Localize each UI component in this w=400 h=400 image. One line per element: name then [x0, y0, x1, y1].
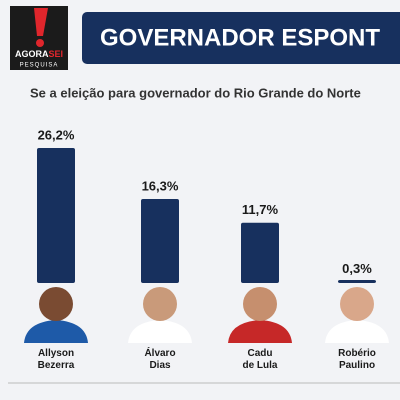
photo-head: [39, 287, 73, 321]
logo-text: AGORASEI: [15, 49, 63, 59]
photo-body: [128, 320, 192, 343]
logo-mark: [34, 8, 48, 36]
value-label: 26,2%: [38, 127, 75, 142]
category-label: Allyson Bezerra: [37, 348, 75, 371]
bar: [141, 199, 179, 283]
value-label: 11,7%: [242, 202, 279, 217]
photo-head: [340, 287, 374, 321]
chart-title: GOVERNADOR ESPONT: [100, 24, 380, 51]
photo-body: [24, 320, 88, 343]
photo-head: [143, 287, 177, 321]
value-label: 16,3%: [142, 178, 179, 193]
photo-body: [228, 320, 292, 343]
logo-dot: [36, 39, 44, 47]
category-label: Robério Paulino: [338, 348, 376, 371]
bar: [241, 222, 279, 283]
logo-tagline: PESQUISA: [20, 63, 59, 69]
category-label: Álvaro Dias: [144, 348, 176, 371]
category-label: Cadu de Lula: [242, 348, 278, 371]
bar: [37, 148, 75, 283]
photo-body: [325, 320, 389, 343]
value-label: 0,3%: [342, 261, 372, 276]
bar: [338, 280, 376, 283]
subtitle: Se a eleição para governador do Rio Gran…: [30, 85, 361, 100]
photo-head: [243, 287, 277, 321]
title-box: [82, 12, 400, 64]
